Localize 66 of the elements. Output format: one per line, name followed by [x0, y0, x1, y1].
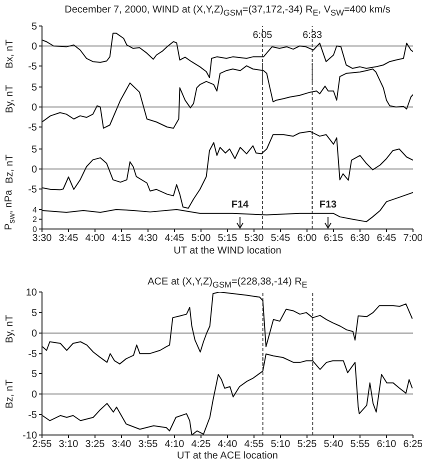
x-tick-label: 5:00: [191, 233, 212, 244]
y-tick-label: 5: [31, 82, 38, 94]
x-tick-label: 6:00: [297, 233, 318, 244]
y-tick-label: 0: [31, 102, 38, 114]
y-tick-label: -5: [28, 62, 38, 73]
x-tick-label: 5:25: [297, 439, 318, 450]
y-tick-label: 0: [31, 390, 38, 401]
line-series: [42, 354, 413, 435]
x-tick-label: 4:40: [218, 439, 238, 450]
line-series: [42, 130, 413, 209]
x-tick-label: 4:55: [244, 439, 264, 450]
ref-line-label: 6:05: [252, 30, 273, 42]
x-tick-label: 5:15: [218, 233, 238, 244]
x-tick-label: 4:25: [191, 439, 212, 450]
x-tick-label: 3:30: [32, 233, 52, 244]
y-tick-label: -5: [28, 122, 38, 134]
x-tick-label: 3:55: [138, 439, 158, 450]
x-tick-label: 4:10: [164, 439, 185, 450]
x-tick-label: 6:15: [324, 233, 344, 244]
ref-line-label: 6:33: [302, 30, 322, 42]
y-tick-label: 0: [31, 328, 38, 340]
line-series: [42, 292, 413, 364]
x-tick-label: 4:30: [138, 233, 158, 244]
y-tick-label: -5: [28, 410, 38, 422]
y-tick-label: 5: [31, 22, 38, 33]
y-tick-label: 2: [32, 215, 38, 224]
annotation: F13: [319, 200, 337, 210]
x-tick-label: 5:55: [350, 439, 370, 450]
y-tick-label: 0: [31, 42, 38, 53]
x-tick-label: 4:00: [85, 233, 106, 244]
chart-title: ACE at (X,Y,Z)$_{GSM}$=(228,38,-14) R$_{E}$: [148, 276, 308, 290]
y-tick-label: -5: [28, 184, 38, 196]
y-tick-label: -5: [28, 349, 38, 360]
y-tick-label: 10: [26, 288, 38, 299]
x-tick-label: 5:10: [270, 439, 291, 450]
x-axis-title: UT at the WIND location: [174, 246, 282, 256]
x-tick-label: 6:45: [376, 233, 397, 244]
x-tick-label: 3:25: [85, 439, 106, 450]
y-tick-label: 0: [32, 224, 38, 234]
y-axis-title: Bz, nT: [4, 154, 16, 184]
x-tick-label: 2:55: [32, 439, 52, 450]
x-tick-label: 6:10: [376, 439, 397, 450]
x-tick-label: 6:25: [403, 439, 422, 450]
y-tick-label: 5: [31, 308, 38, 320]
line-series: [42, 192, 413, 222]
x-tick-label: 3:40: [112, 439, 132, 450]
y-tick-label: 4: [32, 205, 38, 214]
x-tick-label: 5:30: [244, 233, 264, 244]
y-axis-title: Bz, nT: [4, 380, 16, 408]
annotation: F14: [231, 200, 249, 210]
y-tick-label: 5: [31, 369, 38, 380]
y-tick-label: 5: [31, 144, 38, 156]
y-axis-title: By, nT: [4, 84, 16, 114]
x-axis-title: UT at the ACE location: [177, 450, 278, 462]
x-tick-label: 3:45: [58, 233, 79, 244]
y-tick-label: 0: [31, 164, 38, 176]
x-tick-label: 6:30: [350, 233, 370, 244]
x-tick-label: 4:45: [164, 233, 185, 244]
x-tick-label: 4:15: [112, 233, 132, 244]
chart-title: December 7, 2000, WIND at (X,Y,Z)$_{GSM}$=(37,172,-34) R$_{E}$, V$_{SW}$=400 km/s: [64, 4, 390, 18]
x-tick-label: 5:40: [324, 439, 344, 450]
x-tick-label: 5:45: [270, 233, 291, 244]
x-tick-label: 3:10: [58, 439, 79, 450]
x-tick-label: 7:00: [403, 233, 422, 244]
y-axis-title: Bx, nT: [4, 40, 16, 68]
y-axis-title: By, nT: [4, 314, 16, 344]
